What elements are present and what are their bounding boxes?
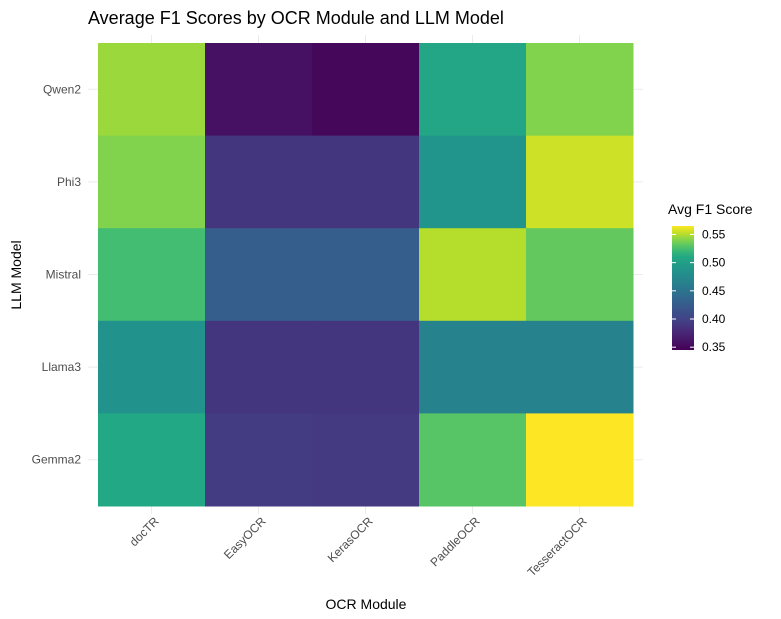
legend: Avg F1 Score 0.55 0.50 0.45 0.40 0.35 — [668, 201, 753, 354]
heatmap-cell — [98, 413, 206, 507]
y-tick-label: Phi3 — [57, 175, 81, 189]
x-axis-title: OCR Module — [326, 596, 407, 612]
y-axis-title: LLM Model — [8, 240, 24, 309]
legend-tick-label: 0.35 — [702, 340, 726, 354]
heatmap-cell — [526, 413, 634, 507]
legend-tick-label: 0.50 — [702, 256, 726, 270]
heatmap-cell — [205, 228, 313, 322]
x-tick-labels: docTR EasyOCR KerasOCR PaddleOCR TesseractOC… — [127, 514, 590, 579]
heatmap-cell — [526, 320, 634, 414]
heatmap-cell — [419, 320, 527, 414]
heatmap-cell — [419, 43, 527, 137]
y-tick-labels: Qwen2 Phi3 Mistral Llama3 Gemma2 — [32, 82, 82, 466]
x-tick-label: PaddleOCR — [427, 514, 482, 569]
legend-ticks: 0.55 0.50 0.45 0.40 0.35 — [672, 227, 726, 354]
heatmap-cell — [526, 43, 634, 137]
heatmap-cell — [526, 228, 634, 322]
y-tick-label: Qwen2 — [43, 82, 81, 96]
heatmap-cell — [312, 320, 420, 414]
heatmap-cell — [419, 228, 527, 322]
heatmap-cell — [419, 413, 527, 507]
heatmap-cell — [312, 135, 420, 229]
x-tick-label: TesseractOCR — [525, 514, 590, 579]
heatmap-cell — [98, 43, 206, 137]
heatmap-cell — [205, 43, 313, 137]
heatmap-cell — [205, 320, 313, 414]
legend-colorbar — [672, 226, 694, 350]
y-tick-label: Mistral — [46, 268, 81, 282]
heatmap-cell — [312, 43, 420, 137]
heatmap-cell — [205, 135, 313, 229]
y-tick-label: Llama3 — [42, 360, 82, 374]
heatmap-cell — [526, 135, 634, 229]
heatmap-cell — [98, 320, 206, 414]
heatmap-cell — [98, 135, 206, 229]
x-tick-label: KerasOCR — [325, 514, 376, 565]
legend-tick-label: 0.45 — [702, 284, 726, 298]
chart-title: Average F1 Scores by OCR Module and LLM … — [88, 8, 504, 28]
x-tick-label: EasyOCR — [221, 514, 269, 562]
legend-tick-label: 0.55 — [702, 227, 726, 241]
legend-title: Avg F1 Score — [668, 201, 753, 217]
x-tick-label: docTR — [127, 514, 162, 549]
y-tick-label: Gemma2 — [32, 453, 82, 467]
heatmap-cell — [312, 228, 420, 322]
legend-tick-label: 0.40 — [702, 312, 726, 326]
heatmap-cell — [205, 413, 313, 507]
heatmap-cell — [98, 228, 206, 322]
heatmap-cell — [312, 413, 420, 507]
heatmap-cell — [419, 135, 527, 229]
heatmap-cells — [98, 43, 634, 507]
